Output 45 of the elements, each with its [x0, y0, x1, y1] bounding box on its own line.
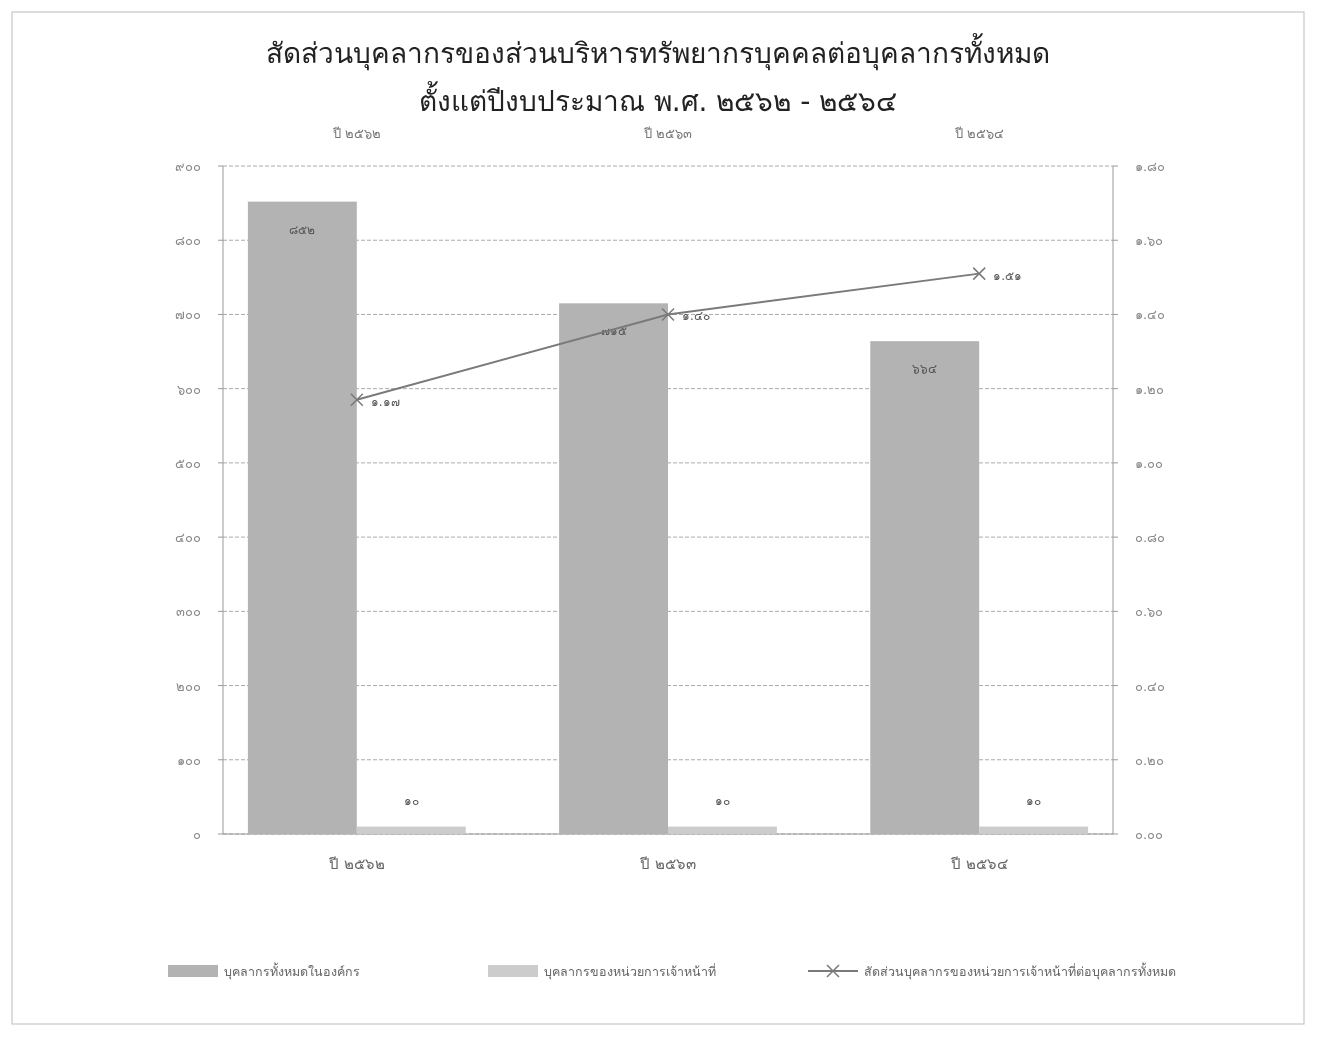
data-label: ๑๐ [1026, 793, 1042, 808]
y2-tick-label: ๑.๐๐ [1135, 455, 1164, 471]
bar [356, 826, 466, 834]
y2-tick-label: ๐.๒๐ [1135, 752, 1165, 768]
y2-tick-label: ๐.๐๐ [1135, 827, 1164, 842]
chart-subtitle: ตั้งแต่ปีงบประมาณ พ.ศ. ๒๕๖๒ - ๒๕๖๔ [418, 81, 898, 118]
legend-label: บุคลากรทั้งหมดในองค์กร [224, 962, 360, 980]
y-tick-label: ๗๐๐ [175, 307, 201, 323]
x-tick-label: ปี ๒๕๖๒ [327, 855, 385, 873]
x-tick-label: ปี ๒๕๖๔ [949, 855, 1008, 873]
data-label: ๑.๕๑ [993, 268, 1023, 283]
bar [668, 826, 777, 834]
y-tick-label: ๐ [193, 827, 201, 842]
bar [979, 826, 1089, 834]
text: ปี ๒๕๖๒ [331, 126, 381, 141]
y-tick-label: ๒๐๐ [176, 678, 201, 694]
text: ปี ๒๕๖๓ [642, 126, 693, 141]
y-tick-label: ๕๐๐ [175, 455, 201, 471]
y-tick-label: ๑๐๐ [177, 752, 201, 768]
y2-tick-label: ๑.๔๐ [1135, 307, 1166, 323]
data-label: ๑.๑๗ [370, 394, 400, 409]
point [661, 307, 675, 322]
y2-tick-label: ๐.๖๐ [1135, 604, 1164, 620]
data-label: ๑๐ [714, 793, 730, 808]
legend-label: สัดส่วนบุคลากรของหน่วยการเจ้าหน้าที่ต่อบุคลากรทั้งหมด [864, 962, 1176, 980]
x-tick-label: ปี ๒๕๖๓ [639, 855, 696, 873]
data-label: ๘๕๒ [289, 222, 316, 237]
y2-tick-label: ๑.๒๐ [1135, 381, 1165, 397]
chart-title: สัดส่วนบุคลากรของส่วนบริหารทรัพยากรบุคคลต่อบุคลากรทั้งหมด [266, 33, 1050, 71]
y-tick-label: ๖๐๐ [177, 381, 201, 397]
data-label: ๑.๔๐ [682, 309, 710, 324]
y2-tick-label: ๐.๘๐ [1135, 530, 1166, 546]
data-label: ๑๐ [403, 793, 419, 808]
y2-tick-label: ๑.๖๐ [1135, 233, 1164, 249]
y-tick-label: ๓๐๐ [176, 604, 201, 620]
y-tick-label: ๙๐๐ [175, 159, 201, 174]
y2-tick-label: ๑.๘๐ [1135, 159, 1166, 174]
legend-label: บุคลากรของหน่วยการเจ้าหน้าที่ [544, 963, 716, 980]
text: ปี ๒๕๖๔ [953, 126, 1004, 141]
point [350, 393, 364, 407]
y-tick-label: ๘๐๐ [175, 233, 201, 249]
y-tick-label: ๔๐๐ [175, 530, 201, 546]
point [972, 266, 986, 281]
data-label: ๖๖๔ [912, 362, 938, 377]
y2-tick-label: ๐.๔๐ [1135, 678, 1166, 694]
